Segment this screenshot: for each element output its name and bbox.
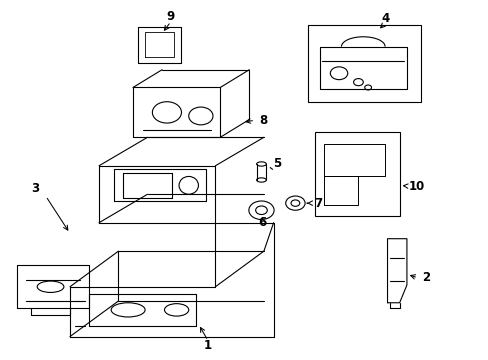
Text: 9: 9	[166, 10, 175, 23]
Text: 5: 5	[272, 157, 281, 171]
Text: 4: 4	[380, 12, 388, 24]
Text: 1: 1	[203, 339, 212, 352]
Bar	[307, 25, 421, 102]
Text: 7: 7	[313, 197, 322, 210]
Text: 10: 10	[408, 180, 425, 193]
Text: 3: 3	[31, 183, 39, 195]
Bar	[314, 132, 399, 216]
Text: 6: 6	[257, 216, 265, 229]
Text: 8: 8	[258, 114, 266, 127]
Text: 2: 2	[421, 271, 429, 284]
